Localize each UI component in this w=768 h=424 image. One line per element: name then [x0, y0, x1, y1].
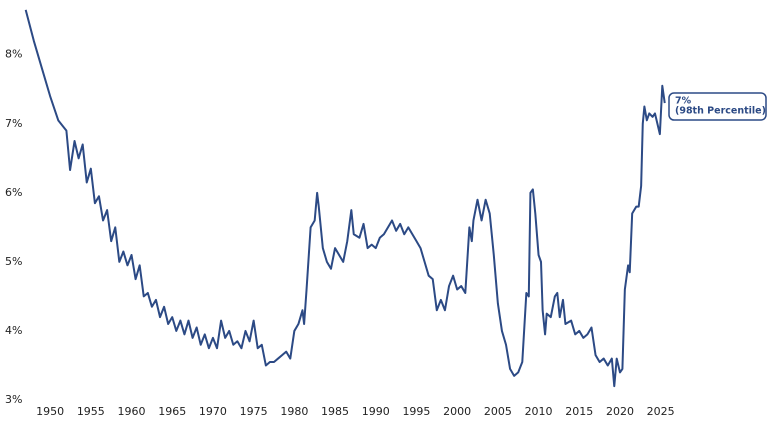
x-tick-label: 2010: [525, 405, 553, 418]
annotation: (98th Percentile): [675, 106, 766, 117]
x-tick-label: 1980: [280, 405, 308, 418]
y-tick-label: 8%: [5, 48, 22, 61]
x-tick-label: 1965: [158, 405, 186, 418]
annotation: 7%: [675, 96, 692, 107]
x-tick-label: 2005: [484, 405, 512, 418]
x-tick-label: 2015: [565, 405, 593, 418]
x-tick-label: 2000: [443, 405, 471, 418]
y-tick-label: 3%: [5, 393, 22, 406]
y-tick-label: 7%: [5, 117, 22, 130]
y-tick-label: 6%: [5, 186, 22, 199]
x-tick-label: 1990: [362, 405, 390, 418]
x-tick-label: 1995: [402, 405, 430, 418]
x-tick-label: 1955: [77, 405, 105, 418]
y-tick-label: 5%: [5, 255, 22, 268]
x-tick-label: 1985: [321, 405, 349, 418]
x-tick-label: 2025: [647, 405, 675, 418]
annotation-box: [668, 92, 767, 121]
x-tick-label: 1970: [199, 405, 227, 418]
y-tick-label: 4%: [5, 324, 22, 337]
x-tick-label: 1975: [240, 405, 268, 418]
line: [24, 9, 666, 388]
x-tick-label: 1960: [118, 405, 146, 418]
x-tick-label: 2020: [606, 405, 634, 418]
x-tick-label: 1950: [36, 405, 64, 418]
